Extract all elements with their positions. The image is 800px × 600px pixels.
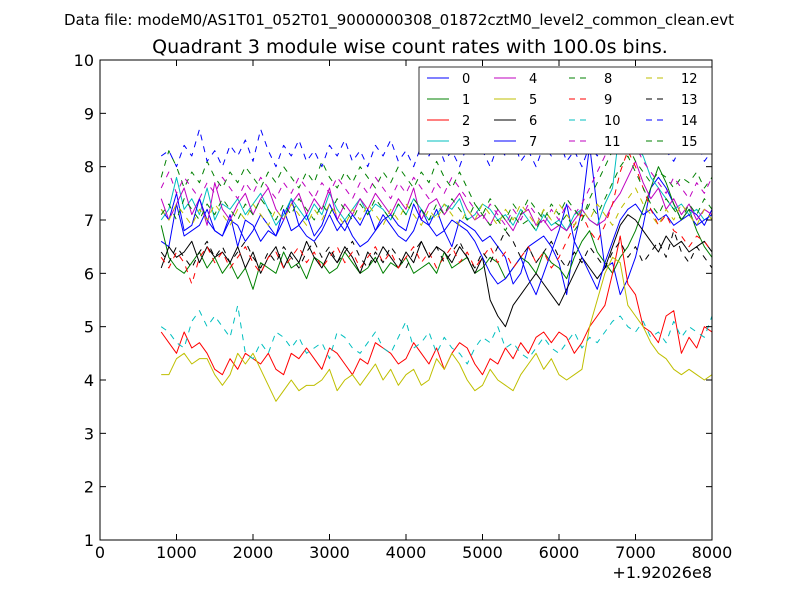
series-line-11 — [160, 118, 712, 226]
data-file-header: Data file: modeM0/AS1T01_052T01_90000003… — [64, 11, 734, 30]
legend-label-10: 10 — [604, 114, 621, 129]
legend-label-13: 13 — [681, 93, 698, 108]
series-line-4 — [160, 160, 712, 232]
x-tick-label: 1000 — [156, 543, 197, 562]
x-tick-label: 3000 — [309, 543, 350, 562]
legend-label-11: 11 — [604, 135, 621, 150]
chart-title: Quadrant 3 module wise count rates with … — [152, 36, 668, 58]
axis-ticks: 0 1000 2000 3000 4000 5000 6000 7000 80001234567… — [74, 51, 733, 562]
series-line-15 — [160, 155, 712, 221]
series-line-12 — [160, 187, 712, 226]
y-tick-label: 4 — [84, 371, 94, 390]
legend-label-12: 12 — [681, 72, 698, 87]
series-line-2 — [160, 235, 712, 376]
x-tick-label: 5000 — [462, 543, 503, 562]
y-tick-label: 9 — [84, 104, 94, 123]
legend-label-5: 5 — [529, 93, 537, 108]
x-tick-label: 8000 — [692, 543, 733, 562]
x-tick-label: 2000 — [233, 543, 274, 562]
legend-label-0: 0 — [462, 72, 470, 87]
series-line-1 — [160, 166, 712, 290]
legend-label-1: 1 — [462, 93, 470, 108]
y-tick-label: 5 — [84, 318, 94, 337]
legend-label-2: 2 — [462, 114, 470, 129]
legend-label-4: 4 — [529, 72, 537, 87]
x-tick-label: 0 — [95, 543, 105, 562]
legend-label-7: 7 — [529, 135, 537, 150]
legend-label-3: 3 — [462, 135, 470, 150]
legend-label-6: 6 — [529, 114, 537, 129]
y-tick-label: 10 — [74, 51, 94, 70]
y-tick-label: 8 — [84, 158, 94, 177]
y-tick-label: 7 — [84, 211, 94, 230]
legend-label-8: 8 — [604, 72, 612, 87]
series-line-7 — [160, 192, 712, 296]
series-line-5 — [161, 256, 712, 402]
y-tick-label: 3 — [84, 424, 94, 443]
y-tick-label: 2 — [84, 478, 94, 497]
x-tick-label: 6000 — [539, 543, 580, 562]
legend-label-9: 9 — [604, 93, 612, 108]
series-line-6 — [160, 214, 712, 328]
legend-label-15: 15 — [681, 135, 698, 150]
series-layer — [160, 86, 712, 402]
x-offset-label: +1.92026e8 — [612, 563, 712, 582]
y-tick-label: 6 — [84, 264, 94, 283]
series-line-8 — [160, 134, 712, 232]
x-tick-label: 4000 — [386, 543, 427, 562]
legend-frame — [418, 66, 713, 155]
series-line-0 — [160, 144, 712, 296]
series-line-10 — [160, 304, 712, 365]
series-line-9 — [160, 150, 712, 285]
x-tick-label: 7000 — [615, 543, 656, 562]
legend-label-14: 14 — [681, 114, 698, 129]
y-tick-label: 1 — [84, 531, 94, 550]
